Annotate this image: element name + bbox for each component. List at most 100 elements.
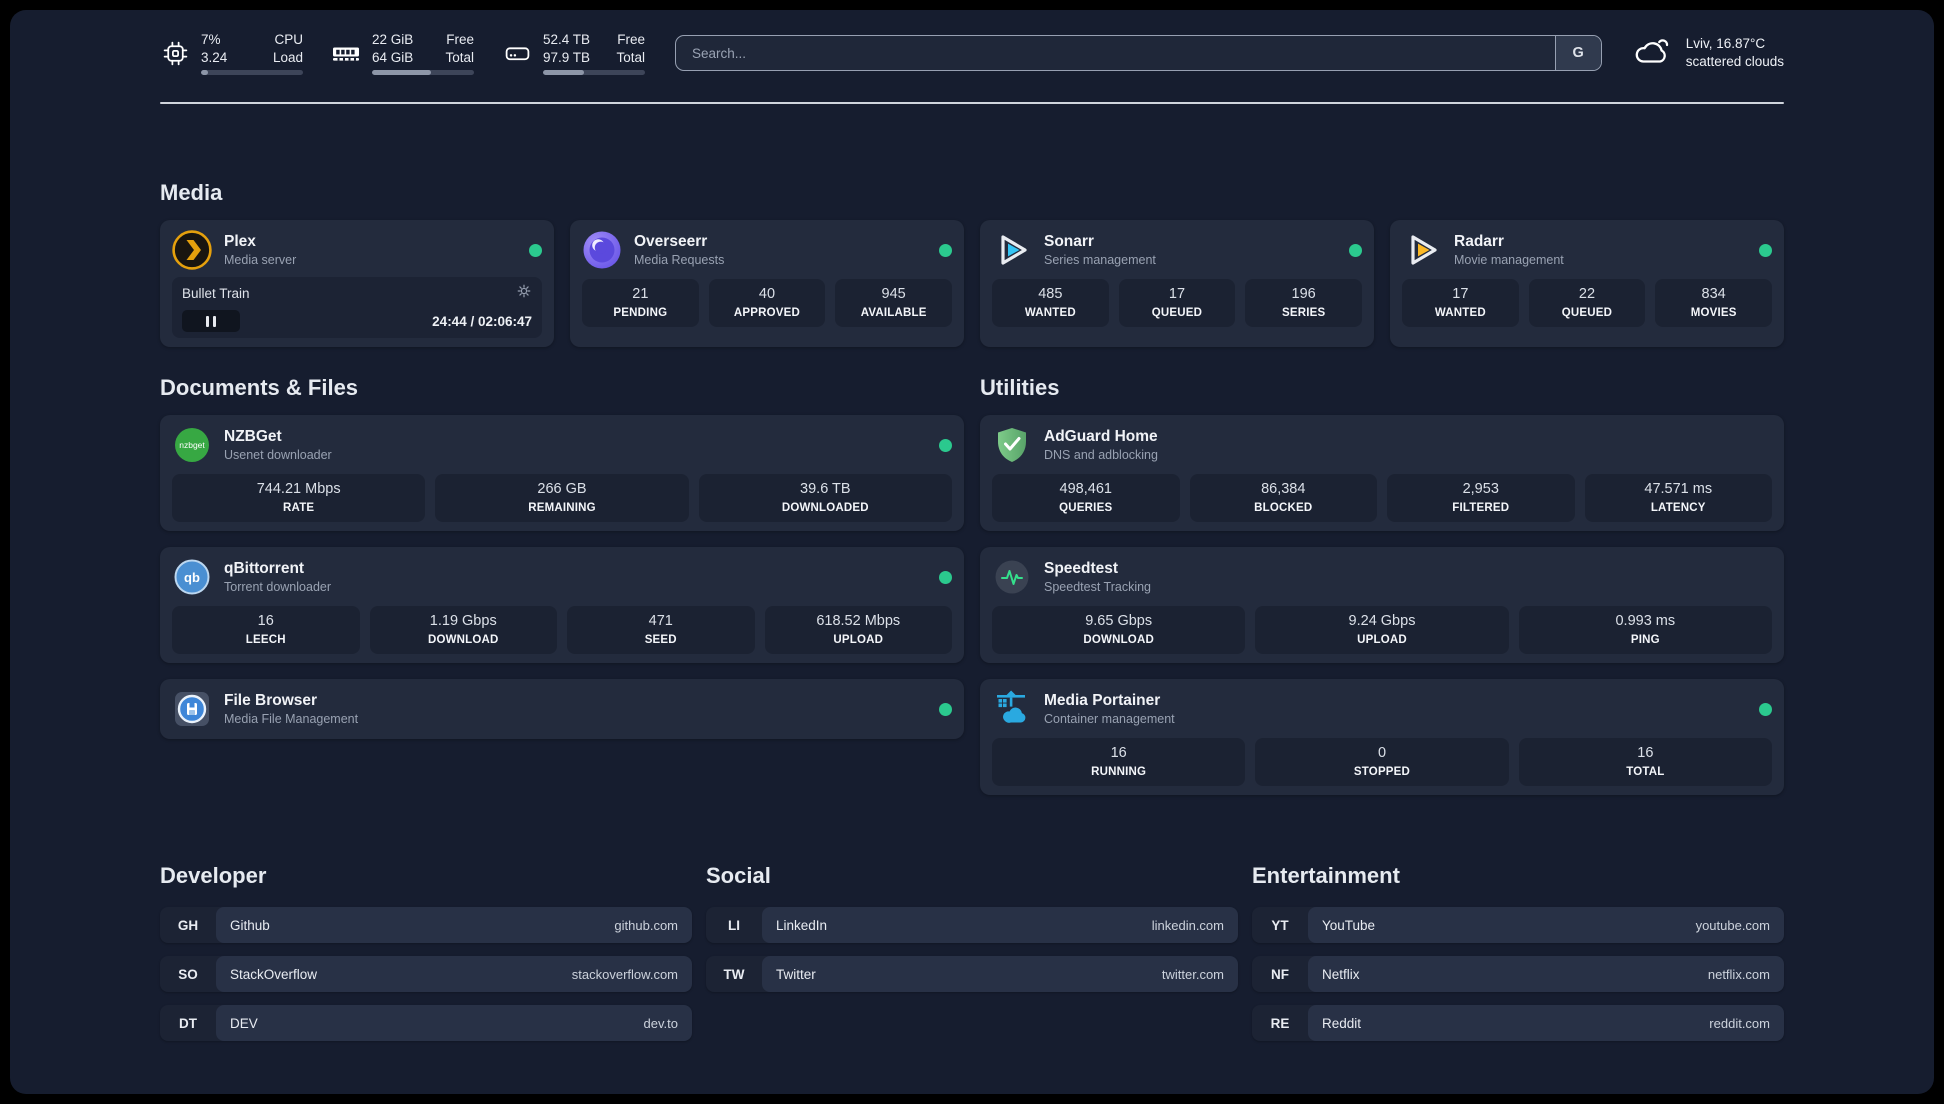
- stat-upload: 618.52 Mbps UPLOAD: [764, 606, 952, 654]
- service-title: File Browser: [224, 691, 318, 709]
- disk-progress-bar: [543, 69, 645, 75]
- stat-wanted: 17 WANTED: [1402, 279, 1519, 327]
- service-subtitle: Media File Management: [224, 711, 359, 726]
- service-card-qbittorrent[interactable]: qb qBittorrent Torrent downloader 16 LEEC…: [160, 547, 964, 663]
- filebrowser-icon: [172, 689, 212, 729]
- service-subtitle: Media Requests: [634, 252, 725, 267]
- service-subtitle: Torrent downloader: [224, 579, 332, 594]
- memory-free-value: 22 GiB: [372, 32, 414, 48]
- memory-total-value: 64 GiB: [372, 50, 414, 65]
- cpu-progress-fill: [201, 69, 209, 75]
- status-dot: [1759, 702, 1772, 716]
- bookmark-stackoverflow[interactable]: SO StackOverflow stackoverflow.com: [160, 956, 692, 992]
- status-dot: [529, 243, 542, 257]
- service-card-speedtest[interactable]: Speedtest Speedtest Tracking 9.65 Gbps DO…: [980, 547, 1784, 663]
- service-card-portainer[interactable]: Media Portainer Container management 16 R…: [980, 679, 1784, 795]
- weather-location-temp: Lviv, 16.87°C: [1685, 35, 1766, 51]
- radarr-icon: [1402, 230, 1442, 270]
- bookmark-linkedin[interactable]: LI LinkedIn linkedin.com: [706, 907, 1238, 943]
- disk-free-value: 52.4 TB: [543, 32, 591, 48]
- status-dot: [1759, 243, 1772, 257]
- disk-icon: [502, 40, 532, 67]
- service-card-nzbget[interactable]: nzbget NZBGet Usenet downloader 744.21 M…: [160, 415, 964, 531]
- section-title-entertainment: Entertainment: [1252, 863, 1400, 888]
- pause-icon: [206, 315, 209, 327]
- bookmark-reddit[interactable]: RE Reddit reddit.com: [1252, 1005, 1784, 1041]
- stat-movies: 834 MOVIES: [1655, 279, 1772, 327]
- stat-pending: 21 PENDING: [582, 279, 699, 327]
- bookmark-twitter[interactable]: TW Twitter twitter.com: [706, 956, 1238, 992]
- stat-running: 16 RUNNING: [992, 738, 1246, 786]
- status-dot: [1349, 243, 1362, 257]
- search-input[interactable]: [676, 36, 1555, 70]
- service-card-sonarr[interactable]: Sonarr Series management 485 WANTED 17 QUE…: [980, 220, 1374, 347]
- service-card-overseerr[interactable]: Overseerr Media Requests 21 PENDING 40 APP…: [570, 220, 964, 347]
- nzbget-icon: nzbget: [172, 425, 212, 465]
- stat-series: 196 SERIES: [1245, 279, 1362, 327]
- playback-time: 24:44 / 02:06:47: [432, 313, 532, 329]
- stat-stopped: 0 STOPPED: [1255, 738, 1509, 786]
- search-provider-button[interactable]: G: [1554, 36, 1601, 70]
- memory-icon: [331, 40, 361, 66]
- service-title: Radarr: [1454, 232, 1504, 250]
- stat-queries: 498,461 QUERIES: [992, 474, 1180, 522]
- weather-condition: scattered clouds: [1685, 54, 1784, 69]
- stat-download: 1.19 Gbps DOWNLOAD: [369, 606, 557, 654]
- service-subtitle: Series management: [1044, 252, 1156, 267]
- bookmark-abbr: GH: [177, 917, 199, 933]
- bookmark-dev[interactable]: DT DEV dev.to: [160, 1005, 692, 1041]
- service-card-radarr[interactable]: Radarr Movie management 17 WANTED 22 QUEUE…: [1390, 220, 1784, 347]
- svg-text:qb: qb: [184, 570, 200, 585]
- bookmark-url: twitter.com: [1161, 966, 1224, 982]
- status-dot: [939, 243, 952, 257]
- stat-queued: 22 QUEUED: [1528, 279, 1646, 327]
- bookmark-url: netflix.com: [1707, 966, 1770, 982]
- dashboard-page: 7% 3.24 CPU Load 22 GiB 64 GiB Free Total: [10, 10, 1934, 1094]
- header-divider: [160, 102, 1784, 104]
- service-title: Media Portainer: [1044, 691, 1161, 709]
- section-title-documents: Documents & Files: [160, 375, 359, 400]
- bookmark-name: Twitter: [776, 966, 816, 982]
- cpu-load-label: Load: [272, 50, 303, 65]
- bookmark-abbr: YT: [1271, 917, 1289, 933]
- service-card-adguard[interactable]: AdGuard Home DNS and adblocking 498,461 Q…: [980, 415, 1784, 531]
- stat-queued: 17 QUEUED: [1118, 279, 1236, 327]
- service-title: Speedtest: [1044, 559, 1119, 577]
- service-subtitle: Container management: [1044, 711, 1175, 726]
- service-card-filebrowser[interactable]: File Browser Media File Management: [160, 679, 964, 739]
- disk-widget: 52.4 TB 97.9 TB Free Total: [502, 31, 645, 75]
- stat-rate: 744.21 Mbps RATE: [172, 474, 426, 522]
- bookmark-url: linkedin.com: [1151, 917, 1224, 933]
- bookmark-abbr: RE: [1270, 1015, 1290, 1031]
- bookmark-abbr: DT: [179, 1015, 197, 1031]
- bookmark-github[interactable]: GH Github github.com: [160, 907, 692, 943]
- service-subtitle: Speedtest Tracking: [1044, 579, 1152, 594]
- bookmark-youtube[interactable]: YT YouTube youtube.com: [1252, 907, 1784, 943]
- bookmark-name: YouTube: [1322, 917, 1376, 933]
- stat-filtered: 2,953 FILTERED: [1387, 474, 1575, 522]
- bookmark-url: stackoverflow.com: [571, 966, 678, 982]
- stat-download: 9.65 Gbps DOWNLOAD: [992, 606, 1246, 654]
- top-bar: 7% 3.24 CPU Load 22 GiB 64 GiB Free Total: [160, 30, 1784, 76]
- service-title: NZBGet: [224, 427, 282, 445]
- bookmark-netflix[interactable]: NF Netflix netflix.com: [1252, 956, 1784, 992]
- service-card-plex[interactable]: Plex Media server Bullet Train 24:44: [160, 220, 554, 347]
- stat-ping: 0.993 ms PING: [1518, 606, 1772, 654]
- service-subtitle: Media server: [224, 252, 297, 267]
- stat-wanted: 485 WANTED: [992, 279, 1109, 327]
- bookmark-name: Reddit: [1322, 1015, 1362, 1031]
- plex-now-playing-widget: Bullet Train 24:44 / 02:06:47: [172, 277, 542, 338]
- pause-button[interactable]: [182, 310, 240, 332]
- memory-total-label: Total: [445, 50, 474, 65]
- stat-latency: 47.571 ms LATENCY: [1584, 474, 1772, 522]
- adguard-icon: [992, 425, 1032, 465]
- speedtest-icon: [992, 557, 1032, 597]
- stat-approved: 40 APPROVED: [708, 279, 826, 327]
- bookmark-abbr: NF: [1271, 966, 1289, 982]
- weather-widget[interactable]: Lviv, 16.87°C scattered clouds: [1632, 33, 1784, 74]
- plex-icon: [172, 230, 212, 270]
- section-title-utilities: Utilities: [980, 375, 1060, 400]
- stat-seed: 471 SEED: [567, 606, 755, 654]
- memory-free-label: Free: [446, 32, 474, 48]
- gear-icon[interactable]: [516, 283, 532, 304]
